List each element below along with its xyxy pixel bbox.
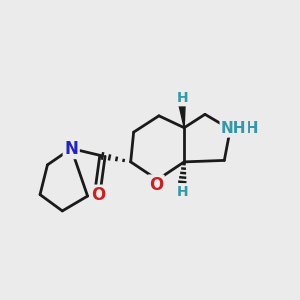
Text: H: H <box>176 91 188 105</box>
Text: H: H <box>176 91 188 105</box>
Polygon shape <box>179 105 185 128</box>
Text: NH: NH <box>221 121 247 136</box>
Text: H: H <box>176 184 188 199</box>
Text: O: O <box>149 176 163 194</box>
Text: H: H <box>176 184 188 199</box>
Text: N: N <box>64 140 78 158</box>
Text: NH: NH <box>234 121 259 136</box>
Text: O: O <box>149 176 163 194</box>
Text: N: N <box>64 140 78 158</box>
Text: O: O <box>91 186 105 204</box>
Text: O: O <box>91 186 105 204</box>
